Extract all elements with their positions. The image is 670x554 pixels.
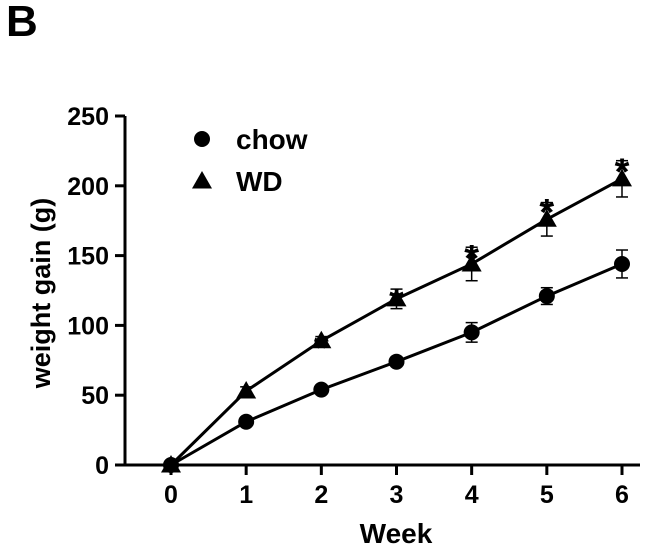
x-tick-label: 1 bbox=[239, 481, 253, 509]
data-point-chow bbox=[313, 381, 330, 398]
series-wd bbox=[161, 159, 632, 473]
axes: 0 50 100 150 200 250 0 1 2 3 4 5 6 bbox=[67, 103, 640, 509]
y-tick-label: 150 bbox=[67, 243, 109, 271]
annotation-layer: * * * * * bbox=[314, 152, 630, 370]
data-point-wd bbox=[311, 330, 332, 349]
y-tick-label: 50 bbox=[81, 382, 109, 410]
data-point-chow bbox=[388, 353, 405, 370]
y-axis-label: weight gain (g) bbox=[26, 198, 56, 389]
series-chow bbox=[163, 249, 630, 473]
data-point-chow bbox=[614, 255, 630, 272]
y-tick-label: 100 bbox=[67, 312, 109, 340]
significance-asterisk: * bbox=[389, 282, 404, 324]
panel-label: B bbox=[6, 0, 38, 46]
legend: chow WD bbox=[192, 124, 308, 197]
data-point-wd bbox=[536, 209, 557, 227]
data-point-wd bbox=[236, 381, 257, 399]
y-tick-label: 0 bbox=[95, 452, 109, 480]
data-point-wd bbox=[161, 455, 181, 473]
significance-asterisk: * bbox=[539, 192, 554, 234]
y-tick-label: 200 bbox=[67, 173, 109, 201]
x-tick-label: 3 bbox=[390, 481, 404, 509]
significance-asterisk: * bbox=[615, 152, 630, 194]
data-point-wd bbox=[612, 168, 632, 187]
significance-asterisk: * bbox=[314, 328, 329, 370]
data-point-chow bbox=[238, 413, 255, 430]
data-point-chow bbox=[463, 324, 480, 341]
x-tick-label: 4 bbox=[465, 481, 479, 509]
x-tick-label: 0 bbox=[164, 481, 178, 509]
legend-label-chow: chow bbox=[236, 124, 308, 155]
significance-asterisk: * bbox=[464, 238, 479, 280]
legend-marker-chow bbox=[194, 131, 210, 147]
x-axis-label: Week bbox=[360, 518, 433, 549]
series-layer bbox=[161, 159, 632, 473]
x-tick-label: 6 bbox=[615, 481, 629, 509]
legend-label-wd: WD bbox=[236, 166, 283, 197]
x-tick-label: 2 bbox=[314, 481, 328, 509]
x-tick-label: 5 bbox=[540, 481, 554, 509]
data-point-chow bbox=[538, 288, 555, 305]
data-point-wd bbox=[461, 253, 482, 272]
y-tick-label: 250 bbox=[67, 103, 109, 131]
data-point-wd bbox=[386, 288, 407, 307]
legend-marker-wd bbox=[192, 171, 212, 189]
